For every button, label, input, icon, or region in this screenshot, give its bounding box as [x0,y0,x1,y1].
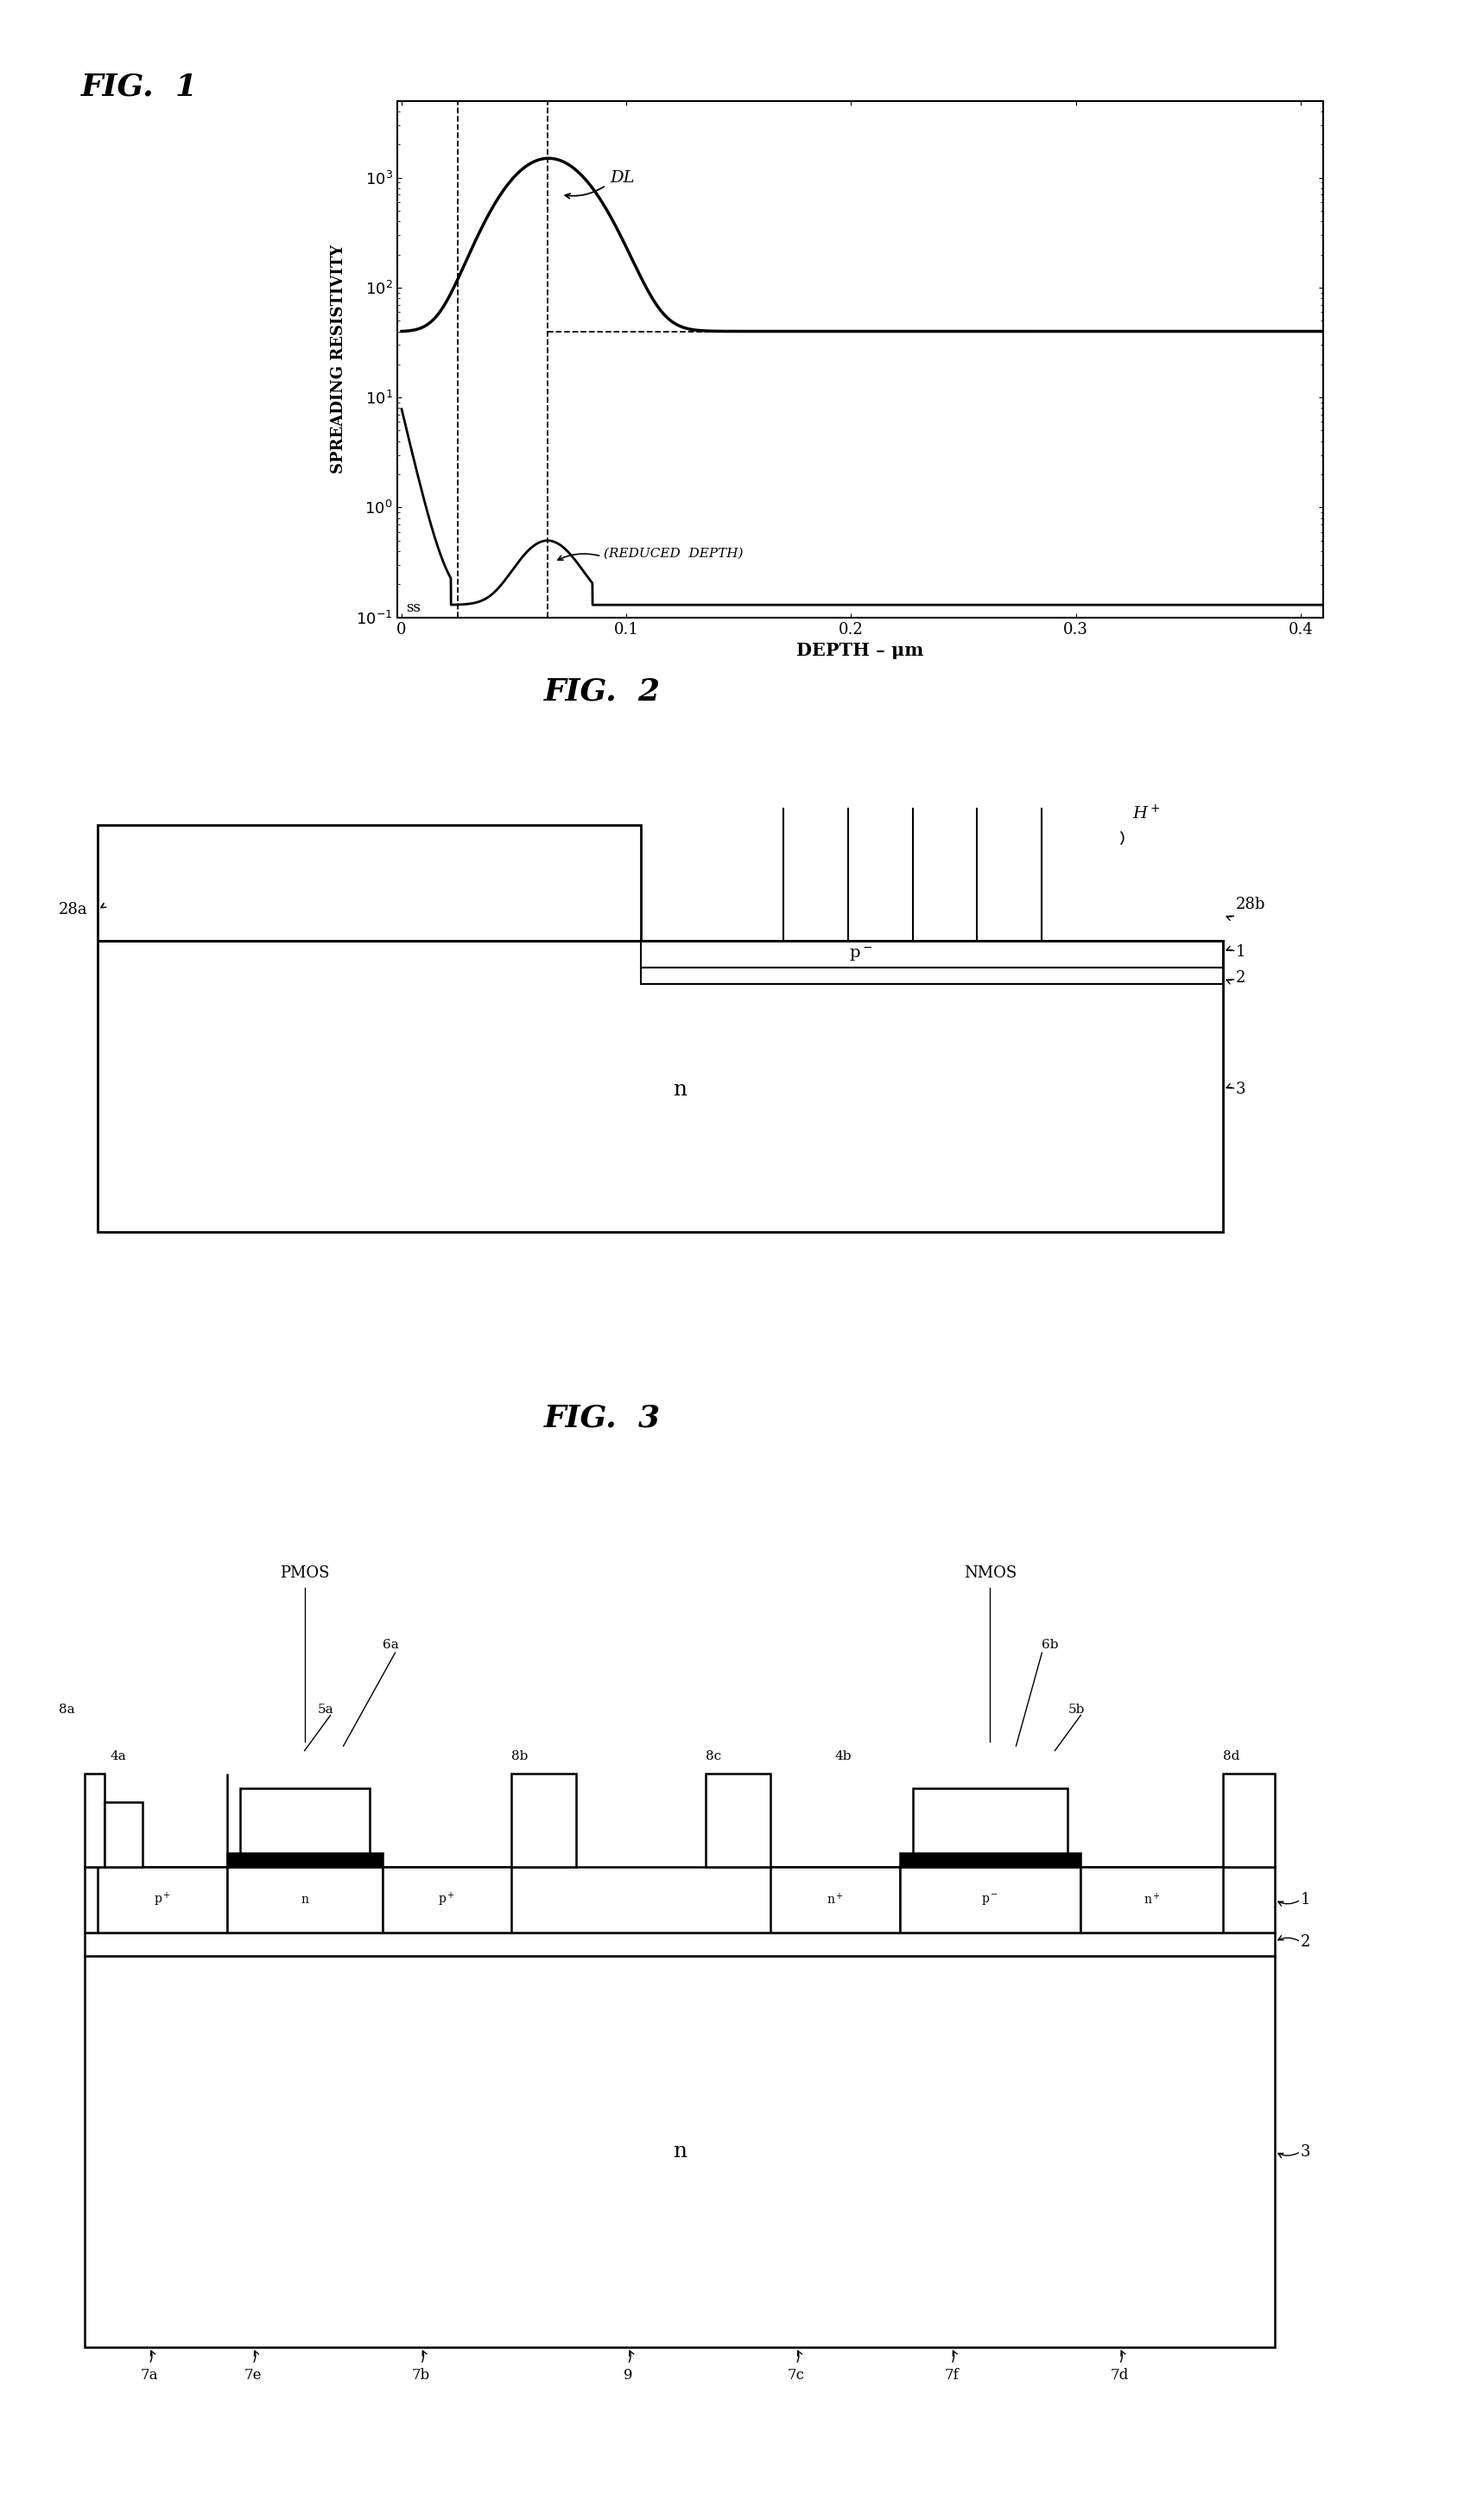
Bar [226,1867,382,1933]
Text: 9: 9 [623,2369,632,2384]
Text: 8d: 8d [1223,1751,1239,1761]
Text: 3: 3 [1301,2145,1311,2160]
Text: PMOS: PMOS [279,1565,329,1580]
Text: FIG.  2: FIG. 2 [544,678,660,706]
Bar [97,1867,226,1933]
X-axis label: DEPTH – μm: DEPTH – μm [797,643,923,660]
Bar [104,1802,143,1867]
Bar [85,1956,1274,2349]
Bar [641,942,1223,968]
Bar [770,1867,900,1933]
Text: 7a: 7a [141,2369,159,2384]
Bar [226,1852,382,1867]
Bar [641,968,1223,983]
Bar [1080,1867,1223,1933]
Text: 7d: 7d [1110,2369,1129,2384]
Bar [97,824,641,942]
Text: (REDUCED  DEPTH): (REDUCED DEPTH) [604,547,744,559]
Text: p$^+$: p$^+$ [438,1890,456,1908]
Text: FIG.  3: FIG. 3 [544,1404,660,1431]
Text: 2: 2 [1301,1933,1310,1950]
Text: 4a: 4a [110,1751,126,1761]
Text: NMOS: NMOS [964,1565,1017,1580]
Bar [382,1867,512,1933]
Text: 6a: 6a [382,1638,398,1651]
Text: 3: 3 [1236,1081,1247,1096]
Text: 8c: 8c [706,1751,722,1761]
Text: n$^+$: n$^+$ [826,1893,844,1908]
Text: n$^+$: n$^+$ [1144,1893,1160,1908]
Bar [85,1774,104,1867]
Text: 7f: 7f [944,2369,958,2384]
Text: 6b: 6b [1042,1638,1058,1651]
Text: FIG.  1: FIG. 1 [81,73,197,101]
Text: 28a: 28a [59,902,88,917]
Bar [97,942,1223,1232]
Text: 8b: 8b [512,1751,528,1761]
Text: 1: 1 [1301,1893,1311,1908]
Bar [900,1852,1080,1867]
Bar [85,1867,1274,1933]
Text: n: n [673,2142,686,2162]
Text: 1: 1 [1236,945,1247,960]
Text: 2: 2 [1236,970,1245,985]
Text: p$^+$: p$^+$ [154,1890,171,1908]
Text: 7c: 7c [788,2369,804,2384]
Text: ss: ss [406,600,420,615]
Bar [512,1774,576,1867]
Text: 5a: 5a [318,1704,334,1716]
Text: p$^-$: p$^-$ [850,945,873,963]
Text: 7b: 7b [412,2369,431,2384]
Text: 8a: 8a [59,1704,75,1716]
Bar [1223,1774,1274,1867]
Text: n: n [301,1895,309,1905]
Bar [85,1933,1274,1956]
Text: p$^-$: p$^-$ [982,1893,998,1908]
Text: n: n [673,1079,686,1099]
Text: 7e: 7e [244,2369,262,2384]
Y-axis label: SPREADING RESISTIVITY: SPREADING RESISTIVITY [331,244,347,474]
Text: 5b: 5b [1067,1704,1085,1716]
Text: H$^+$: H$^+$ [1132,804,1160,824]
Text: 28b: 28b [1236,897,1266,912]
Bar [913,1789,1067,1852]
Text: DL: DL [610,171,635,186]
Bar [900,1867,1080,1933]
Bar [706,1774,770,1867]
Text: 4b: 4b [835,1751,851,1761]
Bar [240,1789,369,1852]
